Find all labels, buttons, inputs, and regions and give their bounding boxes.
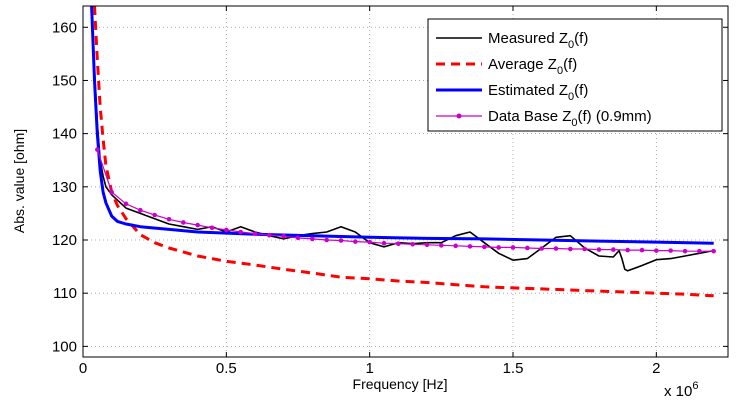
- data-point: [252, 231, 258, 236]
- data-point: [697, 248, 702, 254]
- data-point: [353, 239, 358, 244]
- data-point: [596, 247, 602, 252]
- data-point: [711, 248, 716, 254]
- data-point: [625, 247, 630, 253]
- data-point: [654, 248, 659, 253]
- series-line-measured-z: [90, 11, 714, 272]
- data-point: [109, 189, 114, 195]
- y-tick-label: 150: [52, 72, 77, 89]
- data-point: [295, 235, 301, 241]
- legend-label: Data Base Z0(f) (0.9mm): [488, 108, 652, 129]
- legend-label-name: Measured Z: [488, 30, 568, 47]
- data-point: [209, 225, 215, 231]
- legend-label-subscript: 0: [568, 39, 574, 51]
- legend-label: Average Z0(f): [488, 56, 577, 77]
- x-axis-label: Frequency [Hz]: [353, 376, 448, 392]
- data-point: [553, 246, 559, 251]
- legend-label-suffix: (f): [574, 30, 588, 47]
- series-group: [90, 6, 716, 298]
- legend-label: Estimated Z0(f): [488, 82, 588, 103]
- data-point: [381, 240, 387, 246]
- legend-label-suffix: (f): [563, 56, 577, 73]
- data-point: [152, 212, 157, 218]
- data-point: [682, 248, 688, 254]
- legend-entry-estimated-z: Estimated Z0(f): [436, 82, 588, 103]
- data-point: [525, 245, 530, 251]
- data-point: [611, 247, 616, 252]
- data-point: [195, 222, 200, 228]
- legend-label-suffix: (f): [574, 82, 588, 99]
- legend-label-name: Average Z: [488, 56, 557, 73]
- legend-label: Measured Z0(f): [488, 30, 588, 51]
- y-axis-label: Abs. value [ohm]: [11, 129, 27, 233]
- data-point: [238, 229, 243, 235]
- y-tick-label: 130: [52, 179, 77, 196]
- data-point: [482, 244, 487, 250]
- legend-entry-average-z: Average Z0(f): [436, 56, 577, 77]
- legend-entry-data-base-z: Data Base Z0(f) (0.9mm): [436, 108, 652, 129]
- data-point: [410, 241, 415, 247]
- data-point: [123, 201, 129, 207]
- data-point: [166, 216, 172, 222]
- legend-entry-measured-z: Measured Z0(f): [436, 30, 588, 51]
- data-point: [582, 246, 587, 252]
- data-point: [396, 241, 401, 247]
- legend-label-name: Data Base Z: [488, 108, 571, 125]
- data-point: [267, 232, 272, 238]
- data-point: [138, 207, 143, 213]
- y-tick-label: 100: [52, 338, 77, 355]
- x-exponent-base: x 10: [664, 383, 692, 400]
- x-tick-label: 1: [365, 360, 373, 377]
- svg-text:x 106: x 106: [664, 380, 698, 400]
- data-point: [467, 244, 473, 249]
- plot-frame: [82, 5, 729, 358]
- legend-label-name: Estimated Z: [488, 82, 568, 99]
- legend-label-subscript: 0: [568, 91, 574, 103]
- data-point: [224, 227, 229, 233]
- y-tick-label: 160: [52, 19, 77, 36]
- data-point: [568, 246, 573, 252]
- data-point: [324, 237, 329, 243]
- data-point: [539, 246, 544, 251]
- y-tick-label: 120: [52, 232, 77, 249]
- legend: Measured Z0(f)Average Z0(f)Estimated Z0(…: [427, 18, 723, 132]
- series-line-data-base-z: [96, 149, 714, 252]
- data-point: [95, 147, 100, 152]
- y-tick-label: 140: [52, 126, 77, 143]
- data-point: [367, 239, 372, 245]
- data-point: [310, 236, 315, 242]
- series-line-estimated-z: [90, 6, 714, 245]
- legend-swatch-marker: [456, 113, 462, 119]
- x-tick-label: 2: [652, 360, 660, 377]
- x-tick-label: 0.5: [216, 360, 237, 377]
- x-exponent-power: 6: [692, 380, 698, 392]
- data-point: [424, 242, 430, 248]
- y-tick-label: 110: [53, 285, 77, 302]
- data-point: [281, 233, 286, 239]
- data-point: [439, 243, 444, 248]
- x-tick-label: 0: [79, 360, 87, 377]
- data-point: [453, 243, 458, 249]
- data-point: [510, 245, 516, 250]
- data-point: [181, 220, 186, 225]
- data-point: [639, 247, 645, 253]
- ticks: 0 0.5 1 1.5 2 100 110 120 130 140 150 160: [52, 6, 728, 377]
- legend-label-suffix: (f) (0.9mm): [578, 108, 652, 125]
- x-exponent: x 106: [664, 380, 698, 400]
- data-point: [338, 238, 344, 243]
- x-tick-label: 1.5: [503, 360, 524, 377]
- data-point: [496, 245, 501, 250]
- data-point: [668, 248, 673, 253]
- legend-label-subscript: 0: [557, 65, 563, 77]
- legend-label-subscript: 0: [571, 117, 577, 129]
